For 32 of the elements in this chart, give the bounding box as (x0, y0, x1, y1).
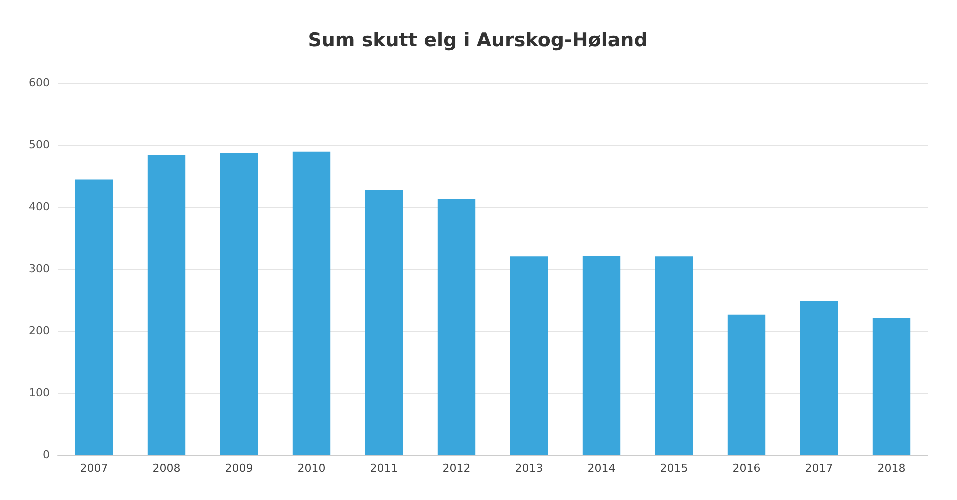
bar (872, 318, 911, 455)
x-tick-label: 2012 (442, 462, 471, 475)
x-tick-label: 2007 (80, 462, 108, 475)
x-tick-label: 2009 (225, 462, 254, 475)
x-tick-label: 2014 (588, 462, 616, 475)
x-tick-label: 2011 (370, 462, 398, 475)
x-tick-label: 2013 (515, 462, 544, 475)
bar (220, 153, 258, 455)
x-tick-label: 2008 (152, 462, 181, 475)
bar (75, 180, 114, 455)
y-tick-label: 300 (29, 262, 50, 276)
bar (728, 314, 766, 455)
y-tick-label: 400 (29, 200, 50, 214)
bar (510, 256, 548, 455)
bar (365, 190, 404, 455)
x-tick-label: 2018 (878, 462, 906, 475)
x-tick-label: 2015 (660, 462, 688, 475)
chart-title: Sum skutt elg i Aurskog-Høland (308, 30, 648, 52)
bar (800, 301, 838, 455)
x-tick-label: 2017 (805, 462, 834, 475)
y-tick-label: 0 (43, 448, 50, 462)
y-tick-label: 100 (29, 386, 50, 400)
bar (292, 152, 331, 455)
y-tick-label: 600 (29, 76, 50, 90)
bar (582, 256, 621, 455)
bar (148, 156, 186, 455)
bar (655, 256, 694, 455)
bar (438, 198, 476, 455)
y-tick-label: 500 (29, 138, 50, 152)
x-tick-label: 2010 (298, 462, 326, 475)
x-tick-label: 2016 (732, 462, 761, 475)
y-tick-label: 200 (29, 324, 50, 338)
